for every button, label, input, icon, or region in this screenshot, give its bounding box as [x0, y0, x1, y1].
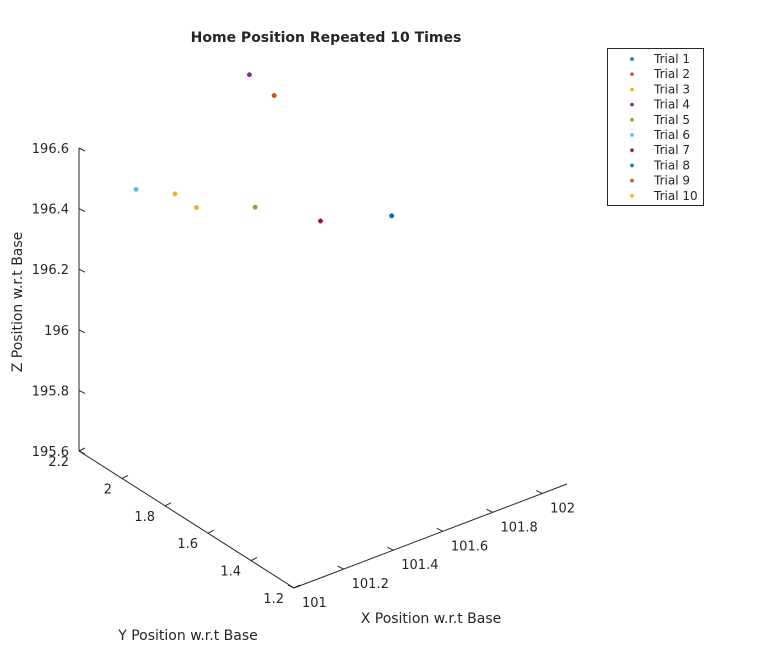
y-tick-mark [78, 447, 86, 452]
z-tick-label: 196.6 [32, 142, 69, 157]
x-tick-mark [436, 527, 444, 532]
x-tick-label: 101.8 [501, 520, 538, 535]
legend-label-trial-4: Trial 4 [653, 98, 690, 112]
data-point-trial-9 [271, 93, 277, 98]
data-point-trial-6 [133, 186, 139, 192]
legend-label-trial-7: Trial 7 [653, 143, 690, 157]
data-point-trial-3 [172, 191, 178, 197]
data-point-trial-5 [252, 204, 258, 210]
x-tick-label: 101.4 [401, 558, 438, 573]
chart-title: Home Position Repeated 10 Times [191, 30, 462, 46]
legend-label-trial-10: Trial 10 [653, 189, 698, 203]
x-axis-label: X Position w.r.t Base [361, 611, 502, 627]
y-tick-label: 1.2 [263, 592, 284, 607]
z-tick-label: 195.6 [32, 445, 69, 460]
x-tick-label: 101.6 [451, 539, 488, 554]
legend-label-trial-5: Trial 5 [653, 113, 690, 127]
x-tick-mark [337, 565, 344, 570]
y-tick-label: 2 [104, 482, 112, 497]
y-tick-mark [121, 474, 129, 479]
legend-label-trial-9: Trial 9 [653, 174, 690, 188]
legend-marker-trial-7 [630, 148, 634, 152]
data-point-trial-10 [194, 205, 199, 211]
x-tick-mark [287, 584, 295, 589]
y-axis-line [78, 450, 295, 589]
legend-marker-trial-2 [630, 72, 634, 76]
data-point-trial-8 [389, 213, 395, 219]
legend-marker-trial-8 [630, 163, 634, 168]
z-tick-label: 196.2 [32, 263, 69, 278]
legend-marker-trial-5 [630, 118, 634, 122]
z-tick-label: 196.4 [32, 203, 69, 218]
z-tick-mark [78, 147, 86, 152]
x-tick-label: 101 [302, 596, 327, 611]
z-tick-label: 196 [44, 324, 69, 339]
z-tick-mark [78, 389, 86, 394]
z-tick-mark [78, 268, 86, 273]
data-points [133, 72, 395, 224]
y-tick-mark [250, 557, 258, 562]
legend-marker-trial-10 [630, 194, 634, 198]
axes: 101 101.2 101.4 101.6 101.8 102 1.2 1.4 1.6 1.8 2 2… [32, 142, 575, 611]
legend-marker-trial-4 [630, 102, 634, 107]
legend-box [607, 48, 704, 206]
x-tick-mark [535, 490, 543, 494]
y-tick-mark [164, 502, 172, 507]
z-tick-mark [78, 329, 86, 334]
y-tick-label: 1.4 [220, 565, 241, 580]
y-tick-mark [207, 529, 215, 534]
y-tick-label: 1.8 [134, 510, 155, 525]
legend-label-trial-8: Trial 8 [653, 158, 690, 172]
x-tick-mark [387, 546, 394, 551]
y-tick-label: 2.2 [48, 455, 69, 470]
legend-marker-trial-6 [630, 133, 634, 137]
data-point-trial-4 [246, 72, 252, 78]
y-tick-mark [293, 584, 301, 589]
legend-marker-trial-9 [630, 178, 634, 183]
x-tick-mark [486, 508, 493, 513]
legend-marker-trial-3 [630, 87, 634, 92]
y-tick-label: 1.6 [177, 537, 198, 552]
x-axis-line [293, 483, 568, 589]
legend-label-trial-1: Trial 1 [653, 52, 690, 66]
legend-label-trial-6: Trial 6 [653, 128, 690, 142]
legend-label-trial-2: Trial 2 [653, 67, 690, 81]
y-axis-label: Y Position w.r.t Base [117, 628, 258, 644]
x-tick-label: 102 [550, 501, 575, 516]
z-tick-mark [78, 450, 86, 455]
z-axis-label: Z Position w.r.t Base [10, 232, 26, 373]
z-tick-label: 195.8 [32, 384, 69, 399]
legend-label-trial-3: Trial 3 [653, 82, 690, 96]
data-point-trial-7 [318, 218, 323, 224]
x-tick-label: 101.2 [352, 577, 389, 592]
z-tick-mark [78, 208, 86, 213]
legend-marker-trial-1 [630, 57, 634, 61]
